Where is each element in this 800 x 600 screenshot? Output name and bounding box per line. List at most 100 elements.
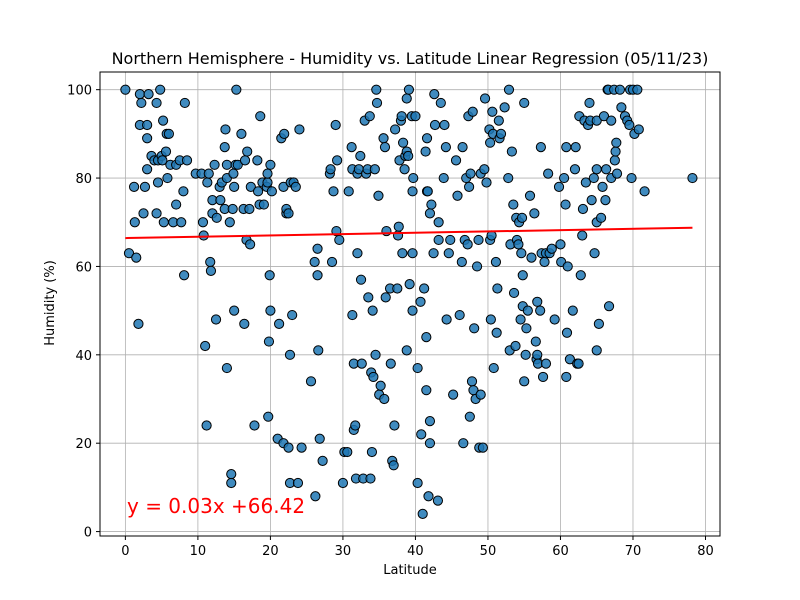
data-point (366, 446, 378, 458)
data-point (378, 133, 389, 144)
data-point (142, 119, 153, 131)
data-point (363, 292, 374, 303)
data-point (287, 309, 298, 321)
x-tick-label: 0 (121, 544, 129, 559)
data-point (343, 186, 354, 197)
data-point (342, 446, 353, 458)
y-tick-label: 100 (67, 84, 92, 99)
chart-title: Northern Hemisphere - Humidity vs. Latit… (112, 49, 709, 68)
data-point (200, 340, 211, 352)
data-point (178, 186, 189, 197)
data-point (242, 146, 253, 157)
data-point (524, 190, 536, 201)
data-point (535, 142, 546, 153)
data-point (265, 305, 276, 316)
data-point (506, 146, 517, 157)
data-point (560, 199, 571, 210)
data-point (239, 318, 250, 329)
data-point (371, 97, 383, 109)
data-point (616, 102, 627, 113)
data-point (279, 128, 290, 139)
data-point (245, 181, 256, 192)
data-point (513, 239, 524, 250)
data-point (309, 256, 320, 268)
data-point (561, 142, 572, 153)
data-point (385, 358, 396, 369)
data-point (493, 115, 504, 126)
data-point (355, 150, 366, 162)
data-point (373, 190, 384, 201)
data-point (410, 111, 421, 122)
data-point (593, 318, 605, 329)
data-point (129, 217, 140, 228)
data-point (231, 84, 242, 95)
data-point (266, 186, 277, 197)
data-point (209, 159, 220, 170)
data-point (151, 208, 162, 219)
data-point (530, 336, 541, 347)
data-point (569, 164, 581, 175)
regression-line-group (125, 226, 693, 240)
data-point (520, 349, 531, 360)
data-point (364, 111, 375, 122)
data-point (350, 420, 361, 431)
data-point (438, 172, 449, 184)
data-point (611, 137, 622, 148)
data-point (138, 208, 149, 219)
data-point (435, 97, 446, 109)
data-point (456, 256, 467, 268)
data-point (379, 142, 391, 153)
data-point (416, 429, 427, 440)
data-point (588, 172, 599, 184)
data-point (202, 177, 213, 188)
data-point (398, 137, 409, 148)
data-point (479, 93, 491, 104)
data-point (424, 438, 436, 449)
data-point (415, 296, 426, 307)
data-point (412, 362, 423, 374)
data-point (429, 88, 440, 100)
data-point (252, 186, 264, 197)
data-point (224, 217, 235, 228)
data-point (591, 115, 602, 126)
data-point (515, 314, 526, 325)
data-point (407, 305, 418, 316)
data-point (426, 199, 437, 210)
data-point (332, 155, 343, 166)
data-point (219, 142, 230, 153)
data-point (475, 389, 486, 400)
data-point (158, 217, 169, 228)
data-point (389, 420, 400, 431)
data-point (503, 84, 515, 95)
data-point (499, 102, 510, 113)
data-points (120, 84, 698, 520)
data-point (294, 124, 305, 135)
data-point (532, 296, 543, 307)
data-point (490, 256, 502, 268)
axis-ticks: 0 10 20 30 40 50 60 70 80 0 20 40 60 80 100 (67, 84, 714, 559)
data-point (278, 181, 289, 192)
data-point (252, 155, 263, 166)
data-point (310, 491, 321, 502)
data-point (312, 243, 323, 254)
data-point (401, 93, 412, 104)
data-point (152, 177, 164, 188)
data-point (591, 164, 602, 175)
data-point (606, 115, 617, 126)
data-point (610, 146, 621, 157)
data-point (428, 248, 439, 259)
data-point (403, 150, 414, 162)
data-point (471, 261, 483, 272)
data-point (143, 88, 154, 100)
data-point (457, 142, 468, 153)
data-point (205, 256, 216, 268)
data-point (290, 181, 301, 192)
data-point (503, 172, 514, 184)
data-point (516, 212, 528, 223)
data-point (479, 164, 490, 175)
data-point (283, 442, 294, 453)
data-point (334, 234, 345, 246)
data-point (249, 420, 260, 431)
data-point (567, 305, 578, 316)
data-point (609, 155, 620, 166)
